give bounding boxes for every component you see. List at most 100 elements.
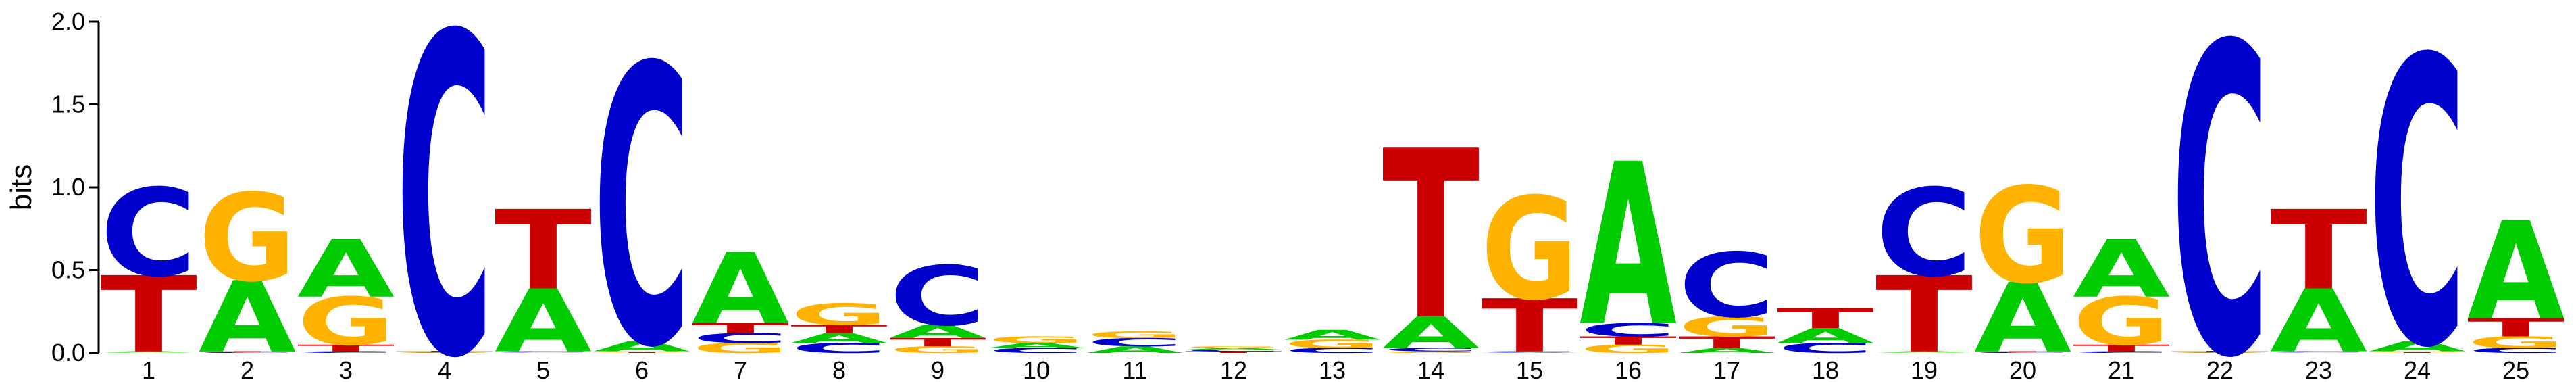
y-tick-label: 2.0 — [51, 7, 85, 35]
y-ticks: 0.0 0.5 1.0 1.5 2.0 — [51, 7, 99, 366]
letter-T-pos-9: T — [889, 336, 986, 350]
letter-A-pos-9: A — [889, 321, 986, 342]
letter-T-pos-18: T — [1777, 303, 1874, 335]
letter-C-pos-1: C — [100, 164, 197, 304]
letter-A-pos-16: A — [1580, 118, 1677, 377]
letter-T-pos-16: T — [1580, 334, 1677, 348]
letter-T-pos-15: T — [1481, 283, 1578, 368]
letter-G-pos-14: G — [1382, 351, 1480, 354]
letter-G-pos-21: G — [2073, 284, 2170, 360]
letter-A-pos-2: A — [199, 261, 296, 375]
letter-A-pos-22: A — [2171, 352, 2269, 354]
letter-C-pos-5: C — [495, 351, 592, 352]
letter-C-pos-16: C — [1580, 320, 1677, 341]
x-tick-label: 3 — [339, 356, 353, 382]
letter-T-pos-5: T — [495, 188, 592, 314]
x-tick-labels: 1 2 3 4 5 6 7 8 9 10 11 12 13 14 15 16 17 18 19 20 21 22 23 24 2… — [142, 356, 2529, 382]
letter-T-pos-24: T — [2369, 352, 2466, 353]
letter-A-pos-21: A — [2073, 223, 2170, 316]
x-tick-label: 17 — [1713, 356, 1740, 382]
letter-G-pos-2: G — [199, 168, 296, 309]
letter-A-pos-23: A — [2270, 271, 2367, 372]
letter-G-pos-8: G — [790, 297, 888, 332]
letter-C-pos-25: C — [2467, 347, 2565, 355]
letter-G-pos-10: G — [988, 335, 1085, 345]
x-tick-label: 25 — [2502, 356, 2529, 382]
y-axis-title: bits — [5, 164, 38, 210]
letter-C-pos-2: C — [199, 352, 296, 353]
letter-T-pos-22: T — [2171, 351, 2269, 352]
letter-G-pos-16: G — [1580, 342, 1677, 356]
letter-T-pos-20: T — [1974, 351, 2071, 352]
letter-C-pos-7: C — [692, 331, 789, 346]
letter-A-pos-5: A — [495, 271, 592, 372]
letter-T-pos-23: T — [2270, 188, 2367, 314]
letter-G-pos-7: G — [692, 340, 789, 356]
letter-A-pos-10: A — [988, 341, 1085, 350]
letter-G-pos-23: G — [2270, 352, 2367, 353]
letter-A-pos-11: A — [1086, 345, 1184, 356]
letter-T-pos-17: T — [1678, 333, 1775, 352]
x-tick-label: 23 — [2305, 356, 2332, 382]
x-tick-label: 18 — [1812, 356, 1839, 382]
letter-G-pos-13: G — [1284, 337, 1381, 351]
x-tick-label: 16 — [1615, 356, 1642, 382]
letter-A-pos-12: A — [1185, 348, 1282, 350]
x-tick-label: 2 — [241, 356, 254, 382]
letter-G-pos-3: G — [297, 284, 395, 360]
letter-A-pos-7: A — [692, 233, 789, 346]
letter-C-pos-6: C — [593, 0, 690, 382]
letter-C-pos-3: C — [297, 351, 395, 354]
letter-C-pos-10: C — [988, 347, 1085, 355]
letter-C-pos-18: C — [1777, 340, 1874, 356]
letter-A-pos-18: A — [1777, 324, 1874, 348]
letter-A-pos-13: A — [1284, 327, 1381, 343]
letter-G-pos-25: G — [2467, 333, 2565, 352]
letter-T-pos-21: T — [2073, 343, 2170, 354]
x-tick-label: 20 — [2009, 356, 2036, 382]
x-tick-label: 12 — [1220, 356, 1247, 382]
letter-T-pos-1: T — [100, 254, 197, 376]
letter-A-pos-14: A — [1382, 308, 1480, 358]
y-tick-label: 1.5 — [51, 91, 85, 118]
letter-C-pos-13: C — [1284, 347, 1381, 355]
letter-T-pos-3: T — [297, 343, 395, 354]
y-tick-label: 1.0 — [51, 173, 85, 201]
letter-T-pos-12: T — [1185, 351, 1282, 354]
letter-C-pos-14: C — [1382, 347, 1480, 352]
x-tick-label: 13 — [1319, 356, 1346, 382]
letter-A-pos-4: A — [396, 352, 493, 354]
letter-T-pos-2: T — [199, 351, 296, 352]
letter-A-pos-1: A — [100, 351, 197, 352]
x-tick-label: 19 — [1911, 356, 1938, 382]
letter-T-pos-7: T — [692, 320, 789, 336]
y-tick-label: 0.5 — [51, 256, 85, 284]
letter-C-pos-8: C — [790, 340, 888, 356]
letter-C-pos-4: C — [396, 0, 493, 382]
letter-A-pos-6: A — [593, 339, 690, 354]
x-tick-label: 6 — [635, 356, 649, 382]
letter-C-pos-19: C — [1875, 164, 1973, 304]
x-tick-label: 24 — [2404, 356, 2431, 382]
letter-G-pos-11: G — [1086, 330, 1184, 341]
letter-T-pos-8: T — [790, 323, 888, 336]
letter-G-pos-15: G — [1481, 168, 1578, 332]
letter-G-pos-17: G — [1678, 311, 1775, 343]
letter-T-pos-6: T — [593, 352, 690, 353]
x-tick-label: 1 — [142, 356, 155, 382]
letter-C-pos-17: C — [1678, 235, 1775, 337]
letter-G-pos-12: G — [1185, 346, 1282, 349]
x-tick-label: 22 — [2206, 356, 2233, 382]
letter-A-pos-24: A — [2369, 339, 2466, 354]
letter-C-pos-22: C — [2171, 0, 2269, 382]
letter-C-pos-12: C — [1185, 349, 1282, 352]
letter-G-pos-4: G — [396, 352, 493, 353]
letter-A-pos-25: A — [2467, 195, 2565, 350]
x-tick-label: 14 — [1417, 356, 1444, 382]
letter-T-pos-25: T — [2467, 313, 2565, 342]
x-tick-label: 4 — [438, 356, 451, 382]
letter-A-pos-3: A — [297, 223, 395, 316]
letter-A-pos-20: A — [1974, 263, 2071, 374]
x-tick-label: 10 — [1023, 356, 1050, 382]
letter-A-pos-19: A — [1875, 351, 1973, 352]
